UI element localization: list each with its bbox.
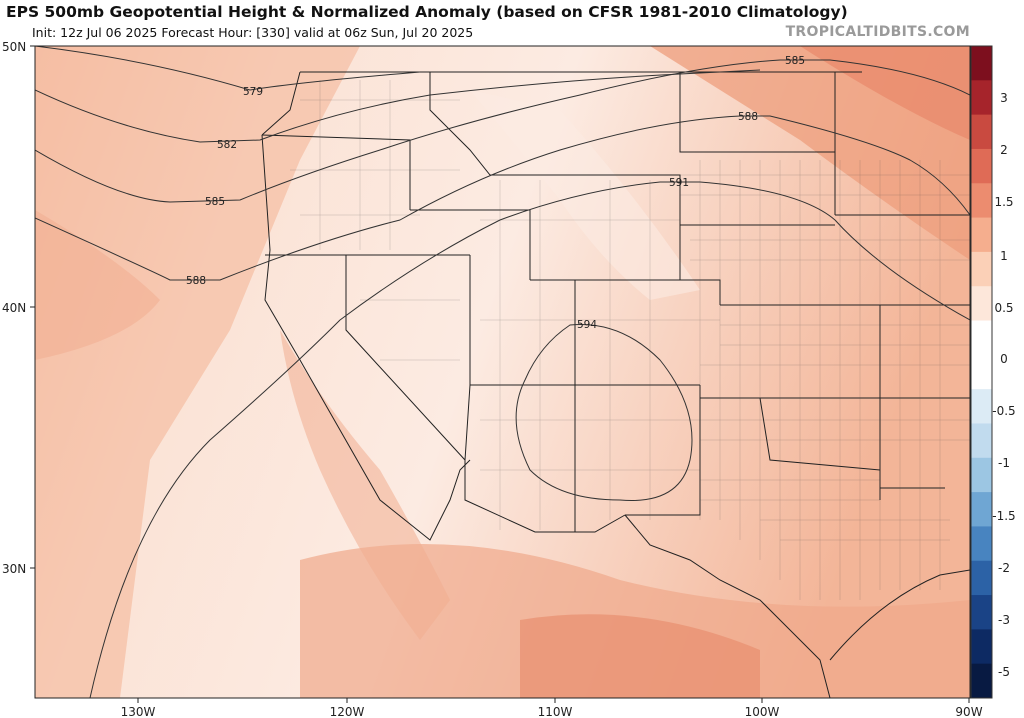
colorbar-swatch bbox=[971, 354, 992, 390]
colorbar-swatch bbox=[971, 560, 992, 596]
political-borders bbox=[261, 71, 970, 698]
colorbar-swatch bbox=[971, 114, 992, 150]
lat-label-50n: 50N bbox=[2, 40, 26, 54]
lon-label-90w: 90W bbox=[955, 705, 982, 718]
colorbar-swatch bbox=[971, 286, 992, 322]
colorbar-swatch bbox=[971, 663, 992, 699]
contour-594 bbox=[515, 323, 693, 501]
colorbar-swatch bbox=[971, 217, 992, 253]
colorbar-tick-label: 0.5 bbox=[994, 301, 1013, 315]
colorbar-swatch bbox=[971, 595, 992, 630]
colorbar-tick-label: -1.5 bbox=[992, 509, 1015, 523]
contour-591 bbox=[89, 181, 970, 698]
contour-label-591: 591 bbox=[669, 177, 689, 189]
colorbar-swatch bbox=[971, 80, 992, 116]
contour-label-579: 579 bbox=[243, 86, 263, 98]
contour-582 bbox=[35, 69, 761, 143]
colorbar-swatch bbox=[971, 492, 992, 527]
map-title: EPS 500mb Geopotential Height & Normaliz… bbox=[6, 3, 848, 21]
contour-label-588: 588 bbox=[186, 275, 206, 287]
contour-label-585: 585 bbox=[205, 196, 225, 208]
colorbar-frame bbox=[970, 45, 993, 699]
contour-588 bbox=[35, 115, 970, 281]
colorbar-tick-label: 0 bbox=[1000, 352, 1008, 366]
colorbar-tick-label: -0.5 bbox=[992, 404, 1015, 418]
colorbar-tick-label: 2 bbox=[1000, 143, 1008, 157]
colorbar-swatch bbox=[971, 320, 992, 356]
colorbar-tick-label: 1.5 bbox=[994, 195, 1013, 209]
colorbar-swatch bbox=[971, 457, 992, 493]
colorbar bbox=[970, 45, 993, 699]
latitude-axis: 50N 40N 30N bbox=[2, 40, 35, 576]
contour-579 bbox=[35, 46, 421, 91]
contour-label-585-east: 585 bbox=[785, 55, 805, 67]
county-grid bbox=[290, 80, 970, 600]
contour-labels: 579 582 585 585 588 588 591 594 bbox=[186, 55, 805, 331]
colorbar-swatch bbox=[971, 526, 992, 562]
anomaly-field bbox=[35, 46, 970, 698]
map-subtitle: Init: 12z Jul 06 2025 Forecast Hour: [33… bbox=[32, 25, 474, 40]
lon-label-130w: 130W bbox=[121, 705, 156, 718]
lat-label-30n: 30N bbox=[2, 562, 26, 576]
lon-label-100w: 100W bbox=[745, 705, 780, 718]
contour-label-588-east: 588 bbox=[738, 111, 758, 123]
contour-585 bbox=[35, 59, 970, 203]
colorbar-tick-label: -3 bbox=[998, 613, 1010, 627]
brand-watermark: TROPICALTIDBITS.COM bbox=[785, 24, 970, 40]
colorbar-swatch bbox=[971, 389, 992, 424]
colorbar-swatch bbox=[971, 148, 992, 184]
colorbar-labels: 3 2 1.5 1 0.5 0 -0.5 -1 -1.5 -2 -3 -5 bbox=[992, 91, 1015, 679]
longitude-axis: 130W 120W 110W 100W 90W bbox=[121, 698, 983, 718]
colorbar-tick-label: -1 bbox=[998, 456, 1010, 470]
contour-label-582: 582 bbox=[217, 139, 237, 151]
height-contours bbox=[35, 46, 970, 698]
colorbar-swatch bbox=[971, 629, 992, 665]
colorbar-swatch bbox=[971, 423, 992, 459]
lat-label-40n: 40N bbox=[2, 301, 26, 315]
colorbar-swatch bbox=[971, 183, 992, 219]
lon-label-110w: 110W bbox=[538, 705, 573, 718]
colorbar-tick-label: 1 bbox=[1000, 249, 1008, 263]
lon-label-120w: 120W bbox=[330, 705, 365, 718]
colorbar-swatch bbox=[971, 46, 992, 81]
colorbar-tick-label: -5 bbox=[998, 665, 1010, 679]
contour-label-594: 594 bbox=[577, 319, 597, 331]
plot-frame bbox=[34, 45, 971, 699]
colorbar-tick-label: 3 bbox=[1000, 91, 1008, 105]
colorbar-tick-label: -2 bbox=[998, 561, 1010, 575]
colorbar-swatch bbox=[971, 251, 992, 287]
